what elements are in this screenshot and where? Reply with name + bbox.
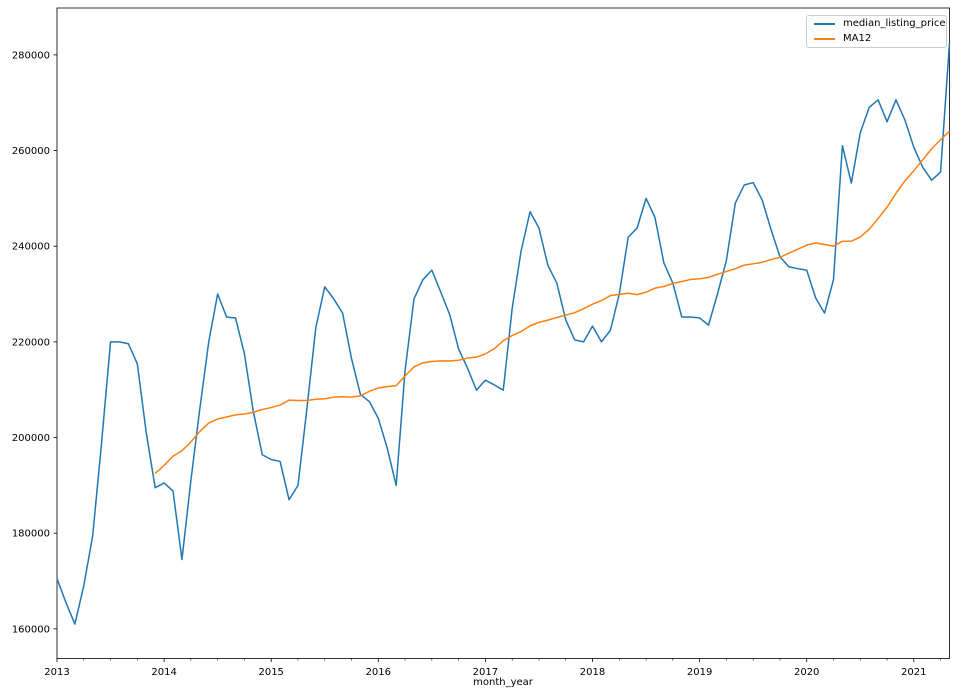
- y-tick-label: 200000: [12, 433, 50, 444]
- series-line-median-listing-price: [56, 42, 951, 625]
- y-tick-label: 260000: [12, 146, 50, 157]
- y-tick-label: 180000: [12, 529, 50, 540]
- x-tick-label: 2014: [151, 667, 176, 678]
- legend-swatch-ma12: [814, 37, 835, 40]
- x-axis-label: month_year: [473, 677, 533, 688]
- y-tick-label: 160000: [12, 624, 50, 635]
- y-tick-label: 220000: [12, 337, 50, 348]
- series-line-ma12: [154, 130, 951, 474]
- legend-label-median-listing-price: median_listing_price: [843, 18, 946, 30]
- x-tick-label: 2016: [366, 667, 391, 678]
- legend: median_listing_price MA12: [806, 15, 947, 48]
- y-tick-label: 240000: [12, 242, 50, 253]
- plot-frame: [56, 7, 950, 659]
- y-tick-label: 280000: [12, 50, 50, 61]
- legend-label-ma12: MA12: [843, 32, 872, 44]
- x-tick-label: 2017: [473, 667, 498, 678]
- x-tick-label: 2019: [687, 667, 712, 678]
- legend-item-ma12: MA12: [814, 33, 946, 45]
- x-tick-label: 2020: [794, 667, 819, 678]
- x-tick-label: 2021: [901, 667, 926, 678]
- legend-swatch-median-listing-price: [814, 23, 835, 26]
- x-tick-label: 2013: [44, 667, 69, 678]
- x-tick-label: 2018: [580, 667, 605, 678]
- legend-item-median-listing-price: median_listing_price: [814, 18, 946, 30]
- x-tick-label: 2015: [258, 667, 283, 678]
